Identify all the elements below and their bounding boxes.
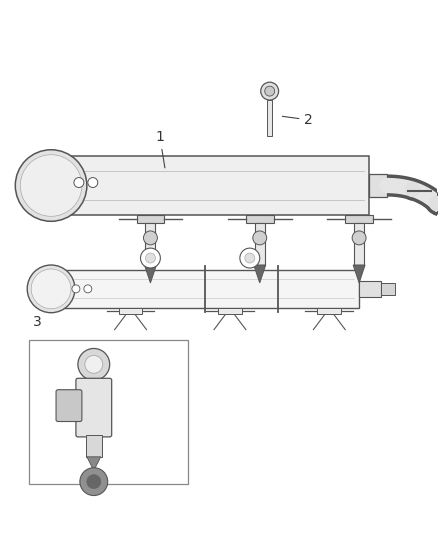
Circle shape bbox=[88, 177, 98, 188]
Circle shape bbox=[20, 155, 82, 216]
Text: 1: 1 bbox=[155, 130, 165, 168]
Bar bbox=[119, 308, 142, 314]
Text: 3: 3 bbox=[33, 314, 42, 329]
Circle shape bbox=[352, 231, 366, 245]
Bar bbox=[29, 340, 188, 483]
Text: 2: 2 bbox=[283, 113, 313, 127]
Circle shape bbox=[85, 356, 103, 373]
Circle shape bbox=[240, 248, 260, 268]
Polygon shape bbox=[87, 457, 101, 471]
Circle shape bbox=[78, 349, 110, 380]
Bar bbox=[86, 435, 102, 457]
Bar bbox=[218, 308, 242, 314]
Circle shape bbox=[80, 468, 108, 496]
Text: 4: 4 bbox=[114, 343, 132, 362]
Bar bbox=[345, 215, 373, 223]
FancyBboxPatch shape bbox=[56, 390, 82, 422]
Circle shape bbox=[145, 253, 155, 263]
Polygon shape bbox=[254, 265, 266, 283]
Bar bbox=[51, 156, 369, 215]
Bar bbox=[51, 270, 359, 308]
Circle shape bbox=[27, 265, 75, 313]
Circle shape bbox=[72, 285, 80, 293]
Bar bbox=[246, 215, 274, 223]
Bar bbox=[255, 223, 265, 265]
Bar bbox=[381, 283, 395, 295]
FancyBboxPatch shape bbox=[76, 378, 112, 437]
Bar bbox=[145, 223, 155, 265]
Circle shape bbox=[15, 150, 87, 221]
Polygon shape bbox=[145, 265, 156, 283]
Bar bbox=[318, 308, 341, 314]
Circle shape bbox=[261, 82, 279, 100]
Polygon shape bbox=[353, 265, 365, 283]
Bar bbox=[137, 215, 164, 223]
Bar bbox=[267, 100, 272, 136]
Circle shape bbox=[144, 231, 157, 245]
Circle shape bbox=[265, 86, 275, 96]
Circle shape bbox=[87, 475, 101, 489]
Bar bbox=[354, 223, 364, 265]
Circle shape bbox=[253, 231, 267, 245]
Circle shape bbox=[141, 248, 160, 268]
Circle shape bbox=[84, 285, 92, 293]
Bar bbox=[359, 281, 381, 297]
Circle shape bbox=[245, 253, 255, 263]
Circle shape bbox=[31, 269, 71, 309]
Circle shape bbox=[74, 177, 84, 188]
Bar bbox=[369, 174, 387, 197]
